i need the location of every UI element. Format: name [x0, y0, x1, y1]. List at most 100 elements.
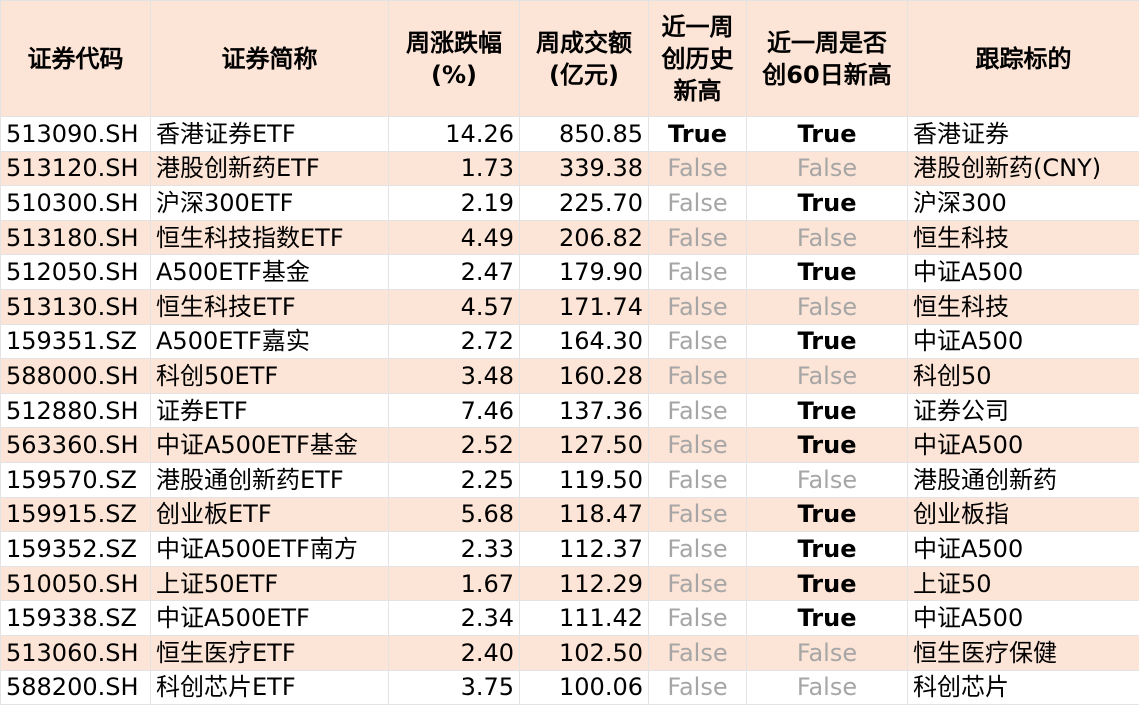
table-row: 512880.SH 证券ETF 7.46 137.36 False True 证券公司 [0, 392, 1139, 429]
table-cell: 112.29 [519, 565, 649, 602]
table-body: 513090.SH 香港证券ETF 14.26 850.85 True True 香港证券 5… [0, 116, 1139, 706]
table-cell: 科创50 [907, 358, 1139, 394]
table-row: 513180.SH 恒生科技指数ETF 4.49 206.82 False False 恒生… [0, 219, 1139, 256]
table-cell: 恒生医疗保健 [907, 634, 1139, 671]
table-cell: 3.75 [388, 669, 520, 706]
table-cell: False [648, 531, 747, 567]
table-row: 588000.SH 科创50ETF 3.48 160.28 False False 科创50 [0, 358, 1139, 394]
table-row: 159351.SZ A500ETF嘉实 2.72 164.30 False True 中证A… [0, 323, 1139, 360]
table-cell: False [746, 150, 908, 187]
table-cell: 中证A500 [907, 323, 1139, 360]
header-cell: 证券简称 [150, 0, 389, 117]
table-cell: 2.72 [388, 323, 520, 360]
table-cell: True [746, 254, 908, 290]
table-cell: 164.30 [519, 323, 649, 360]
table-cell: 179.90 [519, 254, 649, 290]
table-row: 513090.SH 香港证券ETF 14.26 850.85 True True 香港证券 [0, 116, 1139, 152]
header-cell: 跟踪标的 [907, 0, 1139, 117]
table-cell: 3.48 [388, 358, 520, 394]
header-cell: 近一周是否 创60日新高 [746, 0, 908, 117]
table-cell: 513090.SH [0, 116, 151, 152]
table-cell: 2.52 [388, 427, 520, 463]
table-cell: 512880.SH [0, 392, 151, 429]
table-cell: 2.25 [388, 461, 520, 498]
table-cell: False [648, 669, 747, 706]
table-row: 513120.SH 港股创新药ETF 1.73 339.38 False False 港股创… [0, 150, 1139, 187]
table-cell: 恒生科技 [907, 219, 1139, 256]
table-cell: False [648, 219, 747, 256]
table-cell: 2.33 [388, 531, 520, 567]
table-cell: 创业板ETF [150, 496, 389, 533]
table-cell: False [746, 358, 908, 394]
table-cell: True [746, 427, 908, 463]
table-cell: 沪深300 [907, 185, 1139, 221]
table-cell: True [746, 565, 908, 602]
table-row: 159915.SZ 创业板ETF 5.68 118.47 False True 创业板指 [0, 496, 1139, 533]
table-cell: 上证50 [907, 565, 1139, 602]
table-cell: 588200.SH [0, 669, 151, 706]
table-cell: 上证50ETF [150, 565, 389, 602]
table-cell: 171.74 [519, 288, 649, 325]
table-row: 510050.SH 上证50ETF 1.67 112.29 False True 上证50 [0, 565, 1139, 602]
table-cell: 2.47 [388, 254, 520, 290]
table-cell: False [648, 254, 747, 290]
table-row: 159352.SZ 中证A500ETF南方 2.33 112.37 False True 中… [0, 531, 1139, 567]
table-cell: True [746, 392, 908, 429]
table-cell: 证券ETF [150, 392, 389, 429]
table-cell: 香港证券ETF [150, 116, 389, 152]
table-cell: False [746, 461, 908, 498]
table-cell: 513120.SH [0, 150, 151, 187]
table-row: 159570.SZ 港股通创新药ETF 2.25 119.50 False False 港股… [0, 461, 1139, 498]
table-cell: 102.50 [519, 634, 649, 671]
table-cell: A500ETF嘉实 [150, 323, 389, 360]
table-cell: 588000.SH [0, 358, 151, 394]
table-cell: A500ETF基金 [150, 254, 389, 290]
table-cell: False [648, 288, 747, 325]
table-cell: True [746, 185, 908, 221]
table-cell: True [746, 531, 908, 567]
table-cell: 159570.SZ [0, 461, 151, 498]
table-cell: False [648, 427, 747, 463]
table-cell: True [746, 116, 908, 152]
table-row: 513130.SH 恒生科技ETF 4.57 171.74 False False 恒生科技 [0, 288, 1139, 325]
table-cell: False [746, 288, 908, 325]
header-cell: 周成交额 (亿元) [519, 0, 649, 117]
table-cell: 127.50 [519, 427, 649, 463]
table-cell: 港股创新药(CNY) [907, 150, 1139, 187]
table-cell: True [648, 116, 747, 152]
table-row: 513060.SH 恒生医疗ETF 2.40 102.50 False False 恒生医疗… [0, 634, 1139, 671]
table-cell: 206.82 [519, 219, 649, 256]
table-cell: False [648, 634, 747, 671]
table-cell: 2.40 [388, 634, 520, 671]
table-cell: 香港证券 [907, 116, 1139, 152]
table-cell: 中证A500ETF南方 [150, 531, 389, 567]
table-cell: 111.42 [519, 600, 649, 636]
table-cell: 科创芯片 [907, 669, 1139, 706]
table-cell: 沪深300ETF [150, 185, 389, 221]
table-cell: 137.36 [519, 392, 649, 429]
table-cell: False [648, 323, 747, 360]
table-row: 510300.SH 沪深300ETF 2.19 225.70 False True 沪深30… [0, 185, 1139, 221]
table-cell: False [648, 565, 747, 602]
table-cell: 1.67 [388, 565, 520, 602]
table-cell: 100.06 [519, 669, 649, 706]
table-cell: 恒生医疗ETF [150, 634, 389, 671]
table-cell: 513130.SH [0, 288, 151, 325]
table-cell: 160.28 [519, 358, 649, 394]
table-cell: 2.19 [388, 185, 520, 221]
table-row: 512050.SH A500ETF基金 2.47 179.90 False True 中证A… [0, 254, 1139, 290]
table-cell: 159915.SZ [0, 496, 151, 533]
table-row: 563360.SH 中证A500ETF基金 2.52 127.50 False True 中… [0, 427, 1139, 463]
table-cell: 恒生科技指数ETF [150, 219, 389, 256]
header-row: 证券代码 证券简称 周涨跌幅 (%) 周成交额 (亿元) 近一周 创历史 新高 近一周是否… [0, 0, 1139, 117]
table-cell: 1.73 [388, 150, 520, 187]
header-cell: 周涨跌幅 (%) [388, 0, 520, 117]
header-cell: 证券代码 [0, 0, 151, 117]
table-cell: False [648, 185, 747, 221]
table-cell: 119.50 [519, 461, 649, 498]
table-cell: 科创50ETF [150, 358, 389, 394]
table-cell: 510300.SH [0, 185, 151, 221]
table-cell: False [648, 150, 747, 187]
table-cell: True [746, 600, 908, 636]
table-cell: 112.37 [519, 531, 649, 567]
